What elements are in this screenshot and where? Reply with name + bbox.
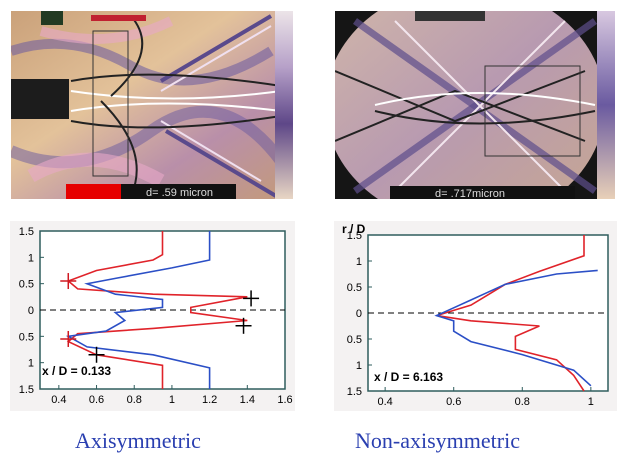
right-series-2-line xyxy=(434,269,598,387)
left-cross-marker xyxy=(243,290,260,307)
left-series-2-line xyxy=(65,231,211,389)
left-y-tick-label: 1.5 xyxy=(19,384,34,396)
left-cross-marker xyxy=(60,273,77,290)
left-interferogram-svg: d= .59 micron xyxy=(11,11,293,199)
right-y-tick-label: 1.5 xyxy=(347,386,362,398)
left-x-tick-label: 0.4 xyxy=(51,394,66,406)
right-x-tick-label: 0.8 xyxy=(515,396,530,408)
left-x-tick-label: 0.8 xyxy=(127,394,142,406)
right-y-tick-label: 0.5 xyxy=(347,282,362,294)
right-y-tick-label: 1 xyxy=(356,256,362,268)
left-x-tick-label: 1.2 xyxy=(202,394,217,406)
left-nozzle xyxy=(11,79,69,119)
right-y-tick-label: 0.5 xyxy=(347,334,362,346)
left-profile-plot-svg: 0.4 0.6 0.8 1 1.2 1.4 1.6 1.5 1 0.5 0 0.5 1 1.5 x / D… xyxy=(10,221,295,411)
left-color-bar xyxy=(275,11,293,199)
right-plot-axis-title: r / D xyxy=(342,222,366,236)
right-scale-label: d= .717micron xyxy=(435,188,505,199)
left-scale-label: d= .59 micron xyxy=(146,187,213,199)
left-x-tick-label: 1 xyxy=(169,394,175,406)
left-cross-marker xyxy=(60,330,77,347)
left-y-tick-label: 0 xyxy=(28,305,34,317)
left-x-tick-label: 0.6 xyxy=(89,394,104,406)
left-series-1-line xyxy=(66,231,248,389)
left-profile-plot: 0.4 0.6 0.8 1 1.2 1.4 1.6 1.5 1 0.5 0 0.5 1 1.5 x / D… xyxy=(10,221,295,411)
left-y-tick-label: 0.5 xyxy=(19,279,34,291)
right-y-tick-label: 0 xyxy=(356,308,362,320)
right-x-tick-label: 1 xyxy=(588,396,594,408)
left-y-tick-label: 1 xyxy=(28,252,34,264)
left-plot-annotation: x / D = 0.133 xyxy=(42,364,111,378)
left-y-tick-label: 1 xyxy=(28,358,34,370)
left-y-tick-label: 0.5 xyxy=(19,331,34,343)
right-interferogram-svg: d= .717micron xyxy=(335,11,615,199)
right-profile-plot-svg: r / D 0.4 0.6 0.8 1 1.5 1 0.5 0 0.5 1 1.5 x / D = … xyxy=(334,221,617,411)
right-y-tick-label: 1.5 xyxy=(347,230,362,242)
left-interferogram: d= .59 micron xyxy=(11,11,293,199)
caption-non-axisymmetric: Non-axisymmetric xyxy=(355,428,520,453)
right-x-tick-label: 0.4 xyxy=(377,396,392,408)
left-cross-marker xyxy=(88,346,105,363)
right-profile-plot: r / D 0.4 0.6 0.8 1 1.5 1 0.5 0 0.5 1 1.5 x / D = … xyxy=(334,221,617,411)
right-color-bar xyxy=(597,11,615,199)
right-y-tick-label: 1 xyxy=(356,360,362,372)
left-x-tick-label: 1.4 xyxy=(240,394,255,406)
left-y-tick-label: 1.5 xyxy=(19,226,34,238)
left-cross-marker xyxy=(235,317,252,334)
right-x-tick-label: 0.6 xyxy=(446,396,461,408)
right-interferogram: d= .717micron xyxy=(335,11,615,199)
right-plot-annotation: x / D = 6.163 xyxy=(374,370,443,384)
left-x-tick-label: 1.6 xyxy=(277,394,292,406)
caption-axisymmetric: Axisymmetric xyxy=(75,428,201,453)
